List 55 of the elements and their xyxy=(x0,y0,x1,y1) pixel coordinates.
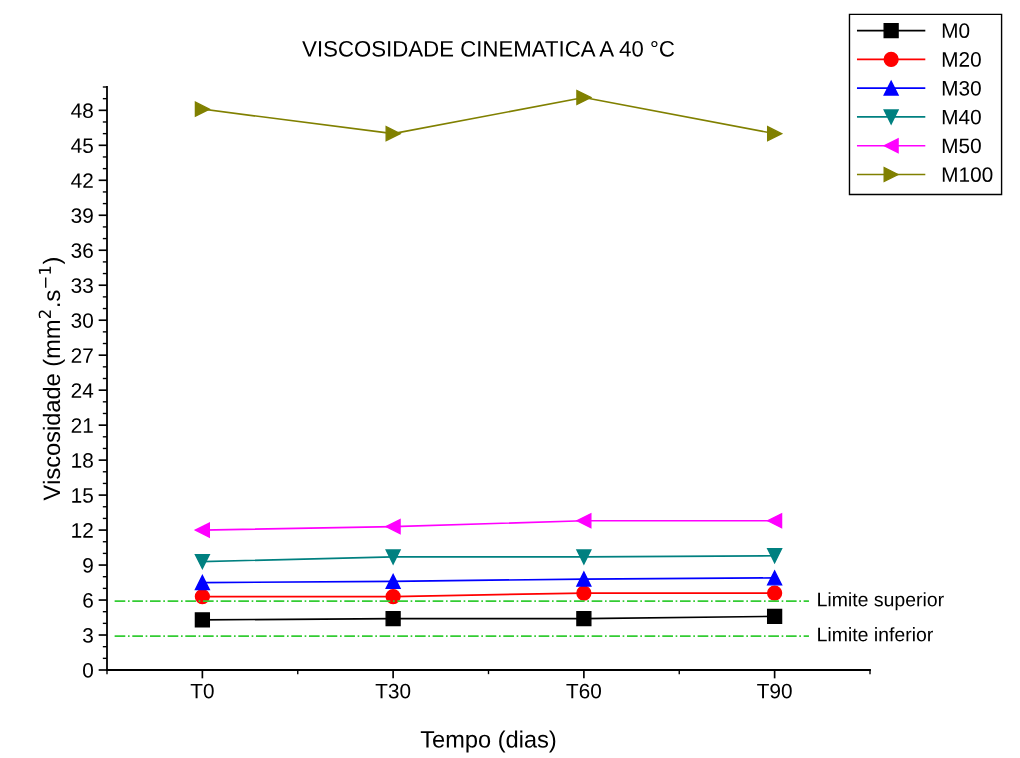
chart-title: VISCOSIDADE CINEMATICA A 40 °C xyxy=(302,40,675,57)
point xyxy=(766,548,783,564)
y-tick-label: 0 xyxy=(83,663,93,678)
legend-label: M100 xyxy=(942,167,993,183)
legend-label: M20 xyxy=(942,52,981,67)
y-tick-label: 33 xyxy=(71,278,93,293)
legend-label: M0 xyxy=(942,23,970,39)
legend-label: M30 xyxy=(942,80,981,96)
point xyxy=(385,518,401,535)
point xyxy=(385,588,401,605)
point xyxy=(385,126,401,142)
legend-label: M50 xyxy=(942,138,981,154)
y-tick-label: 15 xyxy=(72,488,93,503)
y-axis-title: Viscosidade (mm$^{2}$.s$^{−1}$) xyxy=(38,258,65,501)
y-tick-label: 39 xyxy=(71,208,93,224)
ref-line-label: Limite superior xyxy=(818,592,944,611)
legend-label: M40 xyxy=(942,109,981,125)
point xyxy=(194,101,211,117)
point xyxy=(576,89,592,106)
point xyxy=(385,611,401,627)
point xyxy=(576,571,592,587)
y-tick-label: 36 xyxy=(71,243,93,258)
point xyxy=(576,585,592,601)
y-tick-label: 45 xyxy=(71,138,93,154)
y-tick-label: 12 xyxy=(72,523,93,538)
point xyxy=(194,574,211,591)
point xyxy=(766,126,783,142)
x-axis-title: Tempo (dias) xyxy=(420,730,556,753)
point xyxy=(194,522,211,538)
y-tick-label: 24 xyxy=(71,383,94,398)
point xyxy=(194,612,211,628)
ref-line-label: Limite inferior xyxy=(818,627,933,642)
point xyxy=(766,513,783,529)
y-tick-label: 21 xyxy=(71,418,93,433)
y-tick-label: 27 xyxy=(71,348,93,363)
point xyxy=(766,585,783,601)
point xyxy=(194,553,211,570)
x-tick-label: T0 xyxy=(190,683,214,699)
x-tick-label: T90 xyxy=(757,683,792,699)
point xyxy=(766,570,783,586)
point xyxy=(385,573,401,590)
point xyxy=(766,608,783,625)
point xyxy=(576,549,592,565)
point xyxy=(576,513,592,529)
x-tick-label: T30 xyxy=(375,683,411,699)
x-tick-label: T60 xyxy=(566,683,602,699)
y-tick-label: 18 xyxy=(72,453,93,468)
y-tick-label: 3 xyxy=(83,628,93,643)
point xyxy=(576,611,592,627)
point xyxy=(385,549,401,565)
y-tick-label: 6 xyxy=(83,593,93,608)
y-tick-label: 9 xyxy=(83,558,93,573)
y-tick-label: 42 xyxy=(71,173,93,188)
y-tick-label: 30 xyxy=(71,313,93,328)
y-tick-label: 48 xyxy=(71,103,93,119)
